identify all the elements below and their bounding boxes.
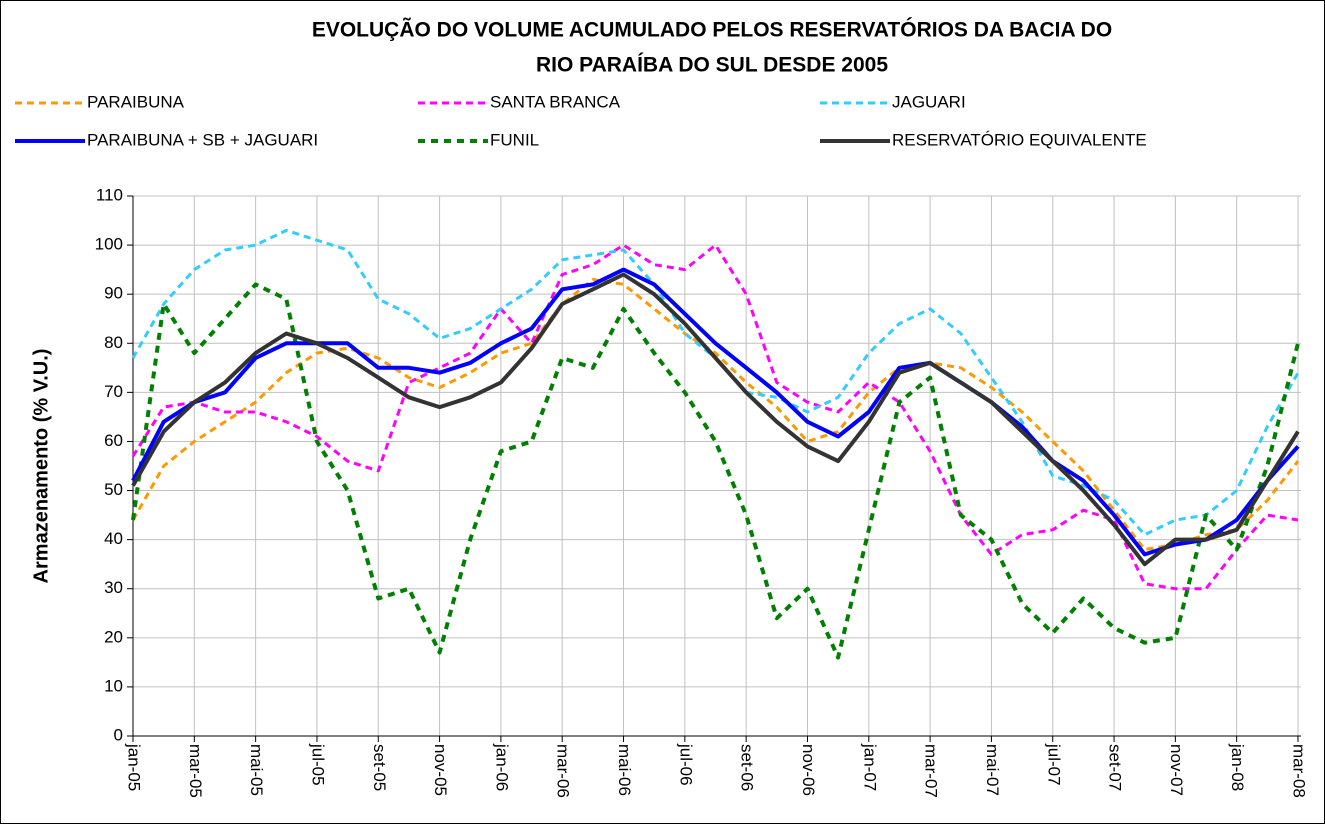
- series-line: [131, 243, 1299, 591]
- y-tick-label: 50: [104, 480, 123, 499]
- x-tick-label: mai-05: [247, 744, 266, 796]
- x-tick-label: mar-07: [922, 744, 941, 798]
- series-line: [131, 272, 1300, 567]
- plot-area: [123, 196, 1301, 736]
- legend-label: FUNIL: [490, 130, 539, 149]
- x-tick-label: nov-06: [799, 744, 818, 796]
- y-tick-label: 110: [96, 185, 123, 204]
- x-tick-label: nov-07: [1167, 744, 1186, 796]
- x-tick-label: jan-05: [125, 743, 144, 791]
- x-tick-label: set-05: [370, 744, 389, 791]
- x-tick-label: set-06: [738, 744, 757, 791]
- legend-label: RESERVATÓRIO EQUIVALENTE: [892, 130, 1147, 149]
- x-tick-label: mar-06: [554, 744, 573, 798]
- y-tick-label: 30: [104, 578, 123, 597]
- chart-title: RIO PARAÍBA DO SUL DESDE 2005: [536, 54, 888, 77]
- y-tick-label: 0: [114, 725, 123, 744]
- y-tick-label: 70: [104, 382, 123, 401]
- y-tick-label: 60: [104, 431, 123, 450]
- y-tick-label: 10: [104, 676, 123, 695]
- y-axis-title: Armazenamento (% V.U.): [30, 349, 52, 584]
- y-tick-label: 80: [104, 333, 123, 352]
- y-tick-label: 40: [104, 529, 123, 548]
- legend-label: PARAIBUNA + SB + JAGUARI: [87, 130, 318, 149]
- chart-title: EVOLUÇÃO DO VOLUME ACUMULADO PELOS RESER…: [312, 18, 1112, 42]
- y-tick-label: 90: [104, 284, 123, 303]
- x-tick-label: jan-07: [860, 743, 879, 791]
- y-tick-label: 100: [95, 235, 123, 254]
- x-tick-label: jul-05: [308, 743, 327, 786]
- x-tick-label: mai-07: [983, 744, 1002, 796]
- series-line: [131, 267, 1300, 557]
- x-tick-label: mar-05: [186, 744, 205, 798]
- x-tick-label: mai-06: [615, 744, 634, 796]
- x-tick-label: jul-07: [1044, 743, 1063, 786]
- x-tick-label: jan-06: [492, 743, 511, 791]
- legend-label: SANTA BRANCA: [490, 92, 621, 111]
- legend-label: JAGUARI: [892, 92, 966, 111]
- x-tick-label: jul-06: [676, 743, 695, 786]
- x-tick-label: nov-05: [431, 744, 450, 796]
- y-tick-label: 20: [104, 627, 123, 646]
- legend-label: PARAIBUNA: [87, 92, 185, 111]
- x-tick-label: jan-08: [1228, 743, 1247, 791]
- x-tick-label: mar-08: [1290, 744, 1309, 798]
- x-tick-label: set-07: [1106, 744, 1125, 791]
